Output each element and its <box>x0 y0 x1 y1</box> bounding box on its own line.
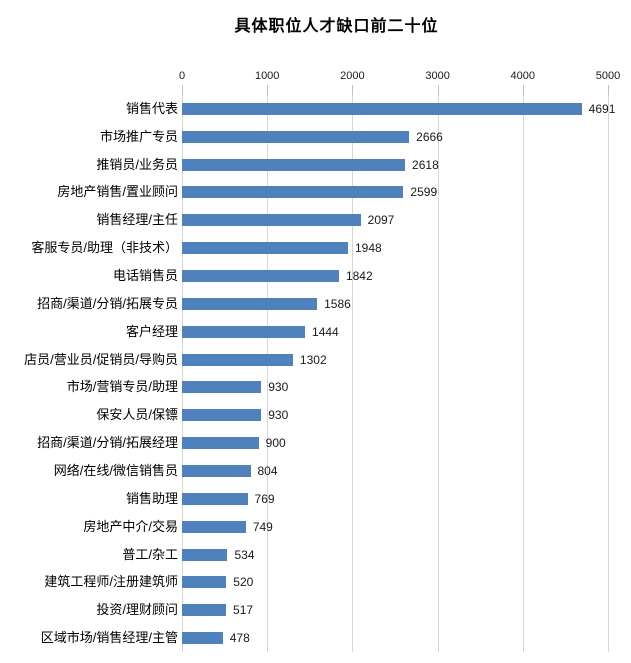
bar <box>182 297 318 310</box>
axis-tick <box>267 85 269 95</box>
axis-tick <box>182 85 183 95</box>
bar-value-label: 930 <box>268 408 289 423</box>
category-label: 招商/渠道/分销/拓展专员 <box>37 295 178 311</box>
axis-tick <box>437 85 439 95</box>
bar-value-label: 520 <box>233 575 254 590</box>
bar-value-label: 900 <box>265 436 286 451</box>
gridline <box>437 95 439 652</box>
category-label: 房地产销售/置业顾问 <box>57 184 178 200</box>
bar-value-label: 930 <box>268 380 289 395</box>
category-label: 推销员/业务员 <box>96 156 178 172</box>
axis-tick <box>352 85 354 95</box>
bar-value-label: 804 <box>257 463 278 478</box>
chart-title: 具体职位人才缺口前二十位 <box>234 18 439 35</box>
category-label: 销售经理/主任 <box>96 212 178 228</box>
bar <box>182 270 339 283</box>
category-label: 市场/营销专员/助理 <box>66 379 178 395</box>
bar <box>182 353 293 366</box>
bar <box>182 464 251 477</box>
category-label: 网络/在线/微信销售员 <box>53 462 178 478</box>
bar <box>182 130 410 143</box>
bar-value-label: 1302 <box>299 352 327 367</box>
bar <box>182 409 262 422</box>
bar <box>182 520 246 533</box>
category-label: 区域市场/销售经理/主管 <box>40 630 178 646</box>
axis-tick-label: 1000 <box>254 70 280 82</box>
bar <box>182 548 228 561</box>
x-axis-labels: 0 1000 2000 3000 4000 5000 <box>0 70 631 84</box>
bar-value-label: 2666 <box>416 129 443 144</box>
bar-value-label: 4691 <box>588 101 616 116</box>
category-label: 普工/杂工 <box>122 546 178 562</box>
x-axis-ticks <box>0 85 631 95</box>
bar-value-label: 1586 <box>324 296 351 311</box>
bar-value-label: 769 <box>254 491 275 506</box>
category-label: 销售代表 <box>125 100 178 116</box>
bar <box>182 325 306 338</box>
bar-value-label: 2618 <box>412 157 439 172</box>
axis-tick-label: 5000 <box>595 70 621 82</box>
gridline <box>522 95 524 652</box>
bar-value-label: 1948 <box>354 241 382 256</box>
axis-tick-label: 0 <box>178 70 186 82</box>
category-label: 投资/理财顾问 <box>96 602 178 618</box>
axis-tick-label: 3000 <box>425 70 450 82</box>
category-label: 保安人员/保镖 <box>96 407 178 423</box>
gridline <box>608 95 609 652</box>
category-label: 房地产中介/交易 <box>83 518 178 534</box>
bar <box>182 186 404 199</box>
bar <box>182 604 227 617</box>
axis-tick <box>522 85 524 95</box>
category-label: 招商/渠道/分销/拓展经理 <box>37 435 178 451</box>
bar-value-label: 2097 <box>367 213 395 228</box>
bar-value-label: 478 <box>229 631 250 646</box>
bar <box>182 381 262 394</box>
axis-tick <box>608 85 609 95</box>
bar <box>182 158 406 171</box>
bar-value-label: 1444 <box>312 324 339 339</box>
bar-value-label: 2599 <box>410 185 438 200</box>
category-label: 销售助理 <box>125 490 178 506</box>
plot-area: 4691 2666 2618 2599 2097 1948 1842 1586 1444 1302… <box>182 95 615 652</box>
bar-value-label: 1842 <box>345 269 373 284</box>
category-label: 店员/营业员/促销员/导购员 <box>24 351 178 367</box>
bar <box>182 102 582 115</box>
category-label: 电话销售员 <box>112 268 178 284</box>
category-labels: 销售代表市场推广专员 推销员/业务员房地产销售/置业顾问销售经理/主任客服专员/助… <box>0 95 178 652</box>
bar-value-label: 517 <box>233 603 254 618</box>
bar <box>182 437 259 450</box>
bar <box>182 576 227 589</box>
bar <box>182 214 361 227</box>
bar <box>182 242 348 255</box>
axis-tick-label: 4000 <box>510 70 536 82</box>
bar <box>182 492 248 505</box>
gridline <box>352 95 354 652</box>
bar <box>182 632 223 645</box>
gridline <box>182 95 183 652</box>
category-label: 建筑工程师/注册建筑师 <box>44 574 178 590</box>
gridline <box>267 95 269 652</box>
bar-value-label: 534 <box>234 547 255 562</box>
axis-tick-label: 2000 <box>340 70 365 82</box>
category-label: 客户经理 <box>125 323 178 339</box>
category-label: 市场推广专员 <box>99 128 178 144</box>
category-label: 客服专员/助理（非技术） <box>31 240 178 256</box>
bar-value-label: 749 <box>252 519 273 534</box>
